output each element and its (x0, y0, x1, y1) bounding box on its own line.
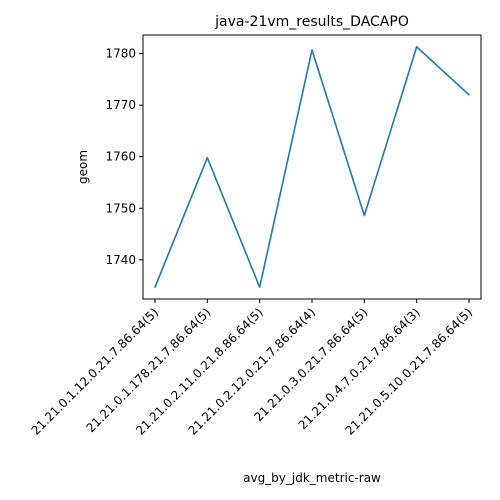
x-axis-label: avg_by_jdk_metric-raw (243, 471, 381, 485)
y-tick-label: 1750 (105, 201, 136, 215)
y-tick-label: 1780 (105, 47, 136, 61)
plot-frame (142, 34, 482, 300)
y-axis: 1740 1750 1760 1770 1780 (105, 47, 143, 267)
y-axis-label: geom (76, 150, 90, 184)
y-tick-label: 1770 (105, 98, 136, 112)
series-layer (154, 46, 470, 288)
x-axis: 21.21.0.1.12.0.21.7.86.64(5)21.21.0.1.17… (29, 299, 475, 438)
series-line-0 (154, 46, 470, 288)
y-tick-label: 1740 (105, 253, 136, 267)
plot-area (142, 34, 482, 300)
chart-title: java-21vm_results_DACAPO (214, 14, 409, 30)
y-tick-label: 1760 (105, 150, 136, 164)
